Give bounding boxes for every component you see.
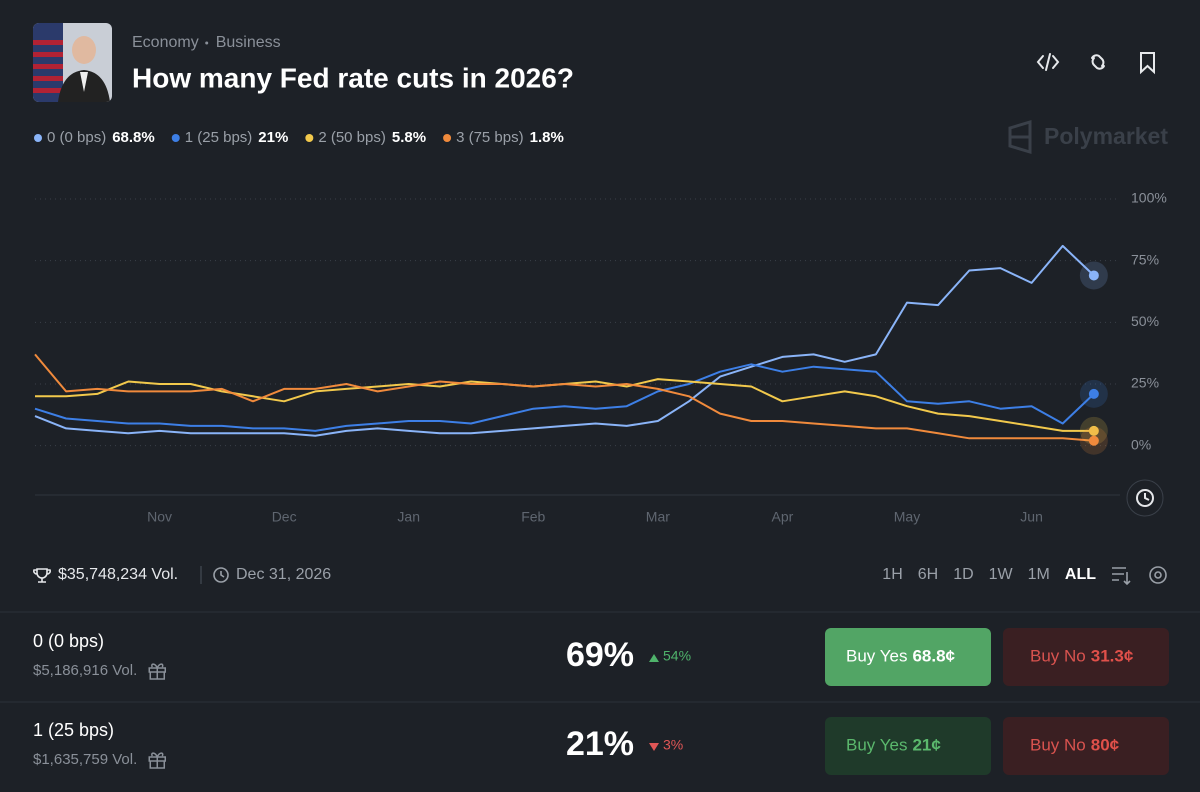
legend-value: 68.8% xyxy=(112,129,155,146)
button-label: Buy No xyxy=(1030,735,1086,754)
x-tick-label: Mar xyxy=(646,509,670,525)
y-tick-label: 100% xyxy=(1131,190,1167,206)
embed-button[interactable] xyxy=(1036,53,1060,71)
button-label: Buy No xyxy=(1030,646,1086,665)
price-change: 3% xyxy=(663,737,683,753)
brand-name: Polymarket xyxy=(1044,123,1168,149)
outcome-name: 0 (0 bps) xyxy=(33,631,104,651)
outcome-price: 21% xyxy=(566,725,634,763)
gift-icon xyxy=(148,752,167,769)
clock-button[interactable] xyxy=(1126,479,1164,517)
outcome-volume: $1,635,759 Vol. xyxy=(33,751,137,768)
outcome-volume: $5,186,916 Vol. xyxy=(33,662,137,679)
x-tick-label: Jun xyxy=(1020,509,1043,525)
category-link[interactable]: Economy xyxy=(132,34,199,51)
buy-yes-button[interactable]: Buy Yes 68.8¢ xyxy=(825,628,991,686)
gift-icon xyxy=(148,663,167,680)
range-button[interactable]: 1D xyxy=(953,566,973,583)
y-tick-label: 75% xyxy=(1131,251,1159,267)
legend-value: 5.8% xyxy=(392,129,426,146)
button-background xyxy=(1003,717,1169,775)
series-line xyxy=(34,353,1094,442)
button-background xyxy=(825,717,991,775)
button-background xyxy=(1003,628,1169,686)
separator-dot xyxy=(205,41,209,45)
header-icons xyxy=(1036,52,1155,75)
button-background xyxy=(825,628,991,686)
range-tools xyxy=(1112,566,1167,586)
x-tick-label: Jan xyxy=(397,509,420,525)
legend-value: 1.8% xyxy=(530,129,564,146)
y-tick-label: 50% xyxy=(1131,313,1159,329)
outcome-name: 1 (25 bps) xyxy=(33,720,114,740)
x-tick-label: Dec xyxy=(272,509,297,525)
x-tick-label: Nov xyxy=(147,509,172,525)
legend-swatch xyxy=(443,134,452,142)
range-button[interactable]: ALL xyxy=(1065,566,1096,583)
settings-button[interactable] xyxy=(1149,566,1167,584)
change-arrow xyxy=(649,654,659,662)
button-price: 31.3¢ xyxy=(1091,646,1134,665)
series-line xyxy=(34,363,1095,432)
range-button[interactable]: 6H xyxy=(918,566,938,583)
range-button[interactable]: 1M xyxy=(1028,566,1050,583)
summary-icons xyxy=(33,566,229,584)
button-price: 68.8¢ xyxy=(912,646,955,665)
buy-yes-button[interactable]: Buy Yes 21¢ xyxy=(825,717,991,775)
x-tick-label: Apr xyxy=(772,509,794,525)
end-date: Dec 31, 2026 xyxy=(236,566,331,583)
legend-swatch xyxy=(34,134,42,142)
button-label: Buy Yes xyxy=(846,735,907,754)
x-tick-label: Feb xyxy=(521,509,545,525)
x-tick-label: May xyxy=(894,509,920,525)
total-volume: $35,748,234 Vol. xyxy=(58,566,178,583)
bookmark-button[interactable] xyxy=(1140,52,1155,75)
button-price: 21¢ xyxy=(912,735,941,754)
buy-no-button[interactable]: Buy No 80¢ xyxy=(1003,717,1169,775)
outcome-price: 69% xyxy=(566,636,634,674)
sort-button[interactable] xyxy=(1112,567,1131,586)
legend-name: 2 (50 bps) xyxy=(318,129,386,146)
event-image xyxy=(33,23,112,102)
range-button[interactable]: 1H xyxy=(882,566,902,583)
y-tick-label: 0% xyxy=(1131,436,1151,452)
legend-swatch xyxy=(171,134,180,142)
button-price: 80¢ xyxy=(1091,735,1120,754)
end-point xyxy=(1088,270,1099,281)
y-tick-label: 25% xyxy=(1131,375,1159,391)
end-point xyxy=(1088,388,1099,399)
end-point xyxy=(1088,435,1099,446)
market-title: How many Fed rate cuts in 2026? xyxy=(132,62,574,93)
range-button[interactable]: 1W xyxy=(989,566,1014,583)
legend-value: 21% xyxy=(258,129,288,146)
legend-swatch xyxy=(305,134,314,142)
buy-no-button[interactable]: Buy No 31.3¢ xyxy=(1003,628,1169,686)
legend-name: 1 (25 bps) xyxy=(185,129,253,146)
button-label: Buy Yes xyxy=(846,646,907,665)
category-link[interactable]: Business xyxy=(216,34,281,51)
link-button[interactable] xyxy=(1091,54,1105,70)
end-point xyxy=(1088,425,1099,436)
legend-name: 0 (0 bps) xyxy=(47,129,106,146)
change-arrow xyxy=(649,743,659,751)
legend-name: 3 (75 bps) xyxy=(456,129,524,146)
brand-logo xyxy=(1008,119,1032,155)
price-change: 54% xyxy=(663,648,691,664)
series-line xyxy=(34,244,1095,437)
